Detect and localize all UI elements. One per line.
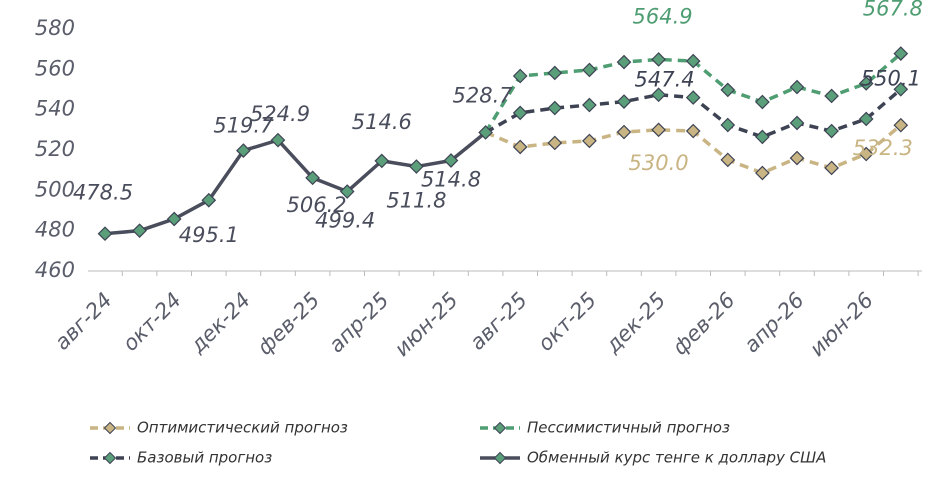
marker (720, 117, 736, 133)
marker (893, 81, 909, 97)
y-tick-label: 520 (35, 137, 75, 161)
marker (651, 122, 666, 138)
y-tick-label: 500 (35, 177, 75, 201)
data-label: 550.1 (861, 66, 921, 90)
marker (824, 123, 839, 139)
marker (512, 105, 528, 121)
data-label: 532.3 (853, 136, 913, 160)
marker (478, 125, 493, 140)
marker (547, 100, 563, 116)
data-label: 511.8 (386, 189, 446, 213)
marker (616, 94, 632, 109)
marker (858, 111, 874, 127)
legend-label: Обменный курс тенге к доллару США (527, 449, 826, 467)
data-label: 524.9 (250, 102, 310, 126)
marker (616, 54, 632, 70)
x-tick-label: фев-26 (668, 288, 740, 360)
x-tick-label: апр-26 (739, 288, 808, 357)
x-tick-label: апр-25 (324, 288, 393, 357)
legend-label: Оптимистический прогноз (137, 419, 348, 437)
marker (201, 192, 217, 208)
data-label: 519.7 (213, 114, 274, 138)
data-label: 514.8 (421, 167, 481, 191)
marker (789, 79, 805, 95)
data-label: 547.4 (635, 68, 695, 92)
marker (582, 62, 597, 78)
marker (755, 94, 770, 110)
data-label: 530.0 (629, 151, 689, 175)
y-tick-label: 580 (35, 16, 75, 40)
marker (651, 52, 666, 67)
marker (547, 65, 563, 81)
marker (893, 46, 909, 61)
marker (893, 117, 909, 133)
marker (582, 97, 597, 113)
x-tick-label: фев-25 (253, 288, 325, 360)
marker (685, 123, 701, 139)
marker (720, 152, 736, 168)
marker (685, 90, 701, 105)
marker (374, 153, 390, 169)
x-tick-label: дек-24 (185, 288, 255, 358)
marker (651, 87, 666, 103)
y-tick-label: 540 (35, 97, 75, 121)
marker (547, 135, 563, 151)
y-tick-label: 460 (35, 258, 75, 282)
marker (824, 160, 839, 176)
marker (582, 133, 597, 149)
legend-marker (103, 451, 117, 465)
marker (132, 223, 147, 239)
marker (97, 226, 113, 242)
marker (858, 146, 874, 162)
legend-marker (493, 451, 507, 465)
x-tick-label: июн-25 (390, 288, 463, 361)
x-tick-label: окт-25 (533, 288, 601, 356)
y-tick-label: 560 (35, 56, 75, 80)
marker (720, 82, 736, 98)
data-label: 478.5 (73, 181, 133, 205)
marker (236, 143, 251, 158)
data-label: 495.1 (179, 223, 239, 247)
data-label: 499.4 (315, 209, 375, 233)
marker (755, 129, 770, 145)
marker (443, 153, 459, 168)
data-label: 567.8 (863, 0, 923, 21)
marker (824, 88, 839, 104)
y-tick-label: 480 (35, 218, 75, 242)
legend-marker (493, 421, 507, 435)
marker (512, 68, 528, 84)
data-label: 564.9 (633, 4, 693, 28)
x-tick-label: авг-25 (465, 288, 532, 355)
data-label: 506.2 (287, 193, 347, 217)
x-tick-label: авг-24 (50, 288, 117, 355)
marker (789, 150, 805, 166)
marker (858, 76, 874, 91)
marker (755, 165, 770, 181)
marker (789, 115, 805, 131)
x-tick-label: окт-24 (118, 288, 186, 356)
x-tick-label: дек-25 (600, 288, 670, 358)
marker (409, 159, 424, 174)
marker (305, 170, 320, 186)
marker (339, 184, 355, 199)
legend-label: Базовый прогноз (137, 449, 272, 467)
legend-label: Пессимистичный прогноз (527, 419, 730, 437)
data-label: 514.6 (352, 110, 412, 134)
marker (166, 211, 182, 227)
marker (685, 53, 701, 69)
data-label: 528.7 (453, 83, 514, 107)
x-tick-label: июн-26 (805, 288, 878, 361)
marker (512, 139, 528, 155)
marker (270, 132, 286, 148)
marker (616, 124, 632, 140)
legend-marker (103, 421, 117, 435)
